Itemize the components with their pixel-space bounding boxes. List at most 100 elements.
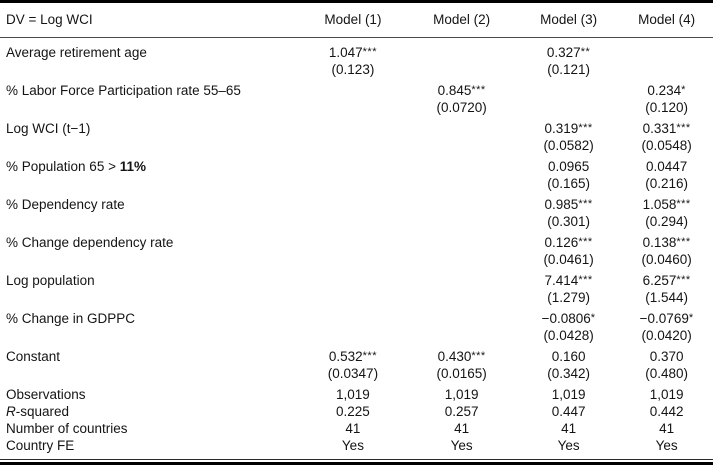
coef-cell: 0.845*** (437, 83, 486, 98)
table-bottom-rule (0, 459, 713, 465)
se-cell: (0.0582) (543, 138, 594, 153)
se-cell: (0.0548) (641, 138, 692, 153)
row-label: Country FE (6, 438, 75, 453)
row-label: R-squared (6, 404, 70, 419)
row-label: % Change in GDPPC (6, 311, 136, 326)
se-cell: (0.301) (547, 214, 590, 229)
stat-row: Observations 1,019 1,019 1,019 1,019 (0, 386, 713, 403)
se-row: (0.0582) (0.0548) (0, 137, 713, 158)
coef-cell: 0.370 (649, 349, 684, 364)
significance-stars: *** (578, 122, 593, 134)
stat-cell: 1,019 (649, 387, 684, 402)
coef-cell: 0.327** (546, 45, 591, 60)
significance-stars: *** (578, 274, 593, 286)
stat-cell: 0.225 (336, 404, 370, 419)
se-cell (620, 61, 713, 82)
coef-row: Log WCI (t−1) 0.319*** 0.331*** (0, 120, 713, 137)
se-cell: (0.0461) (543, 252, 594, 267)
column-header-model-1: Model (1) (299, 1, 407, 38)
significance-stars: *** (578, 236, 593, 248)
coef-cell (406, 310, 517, 327)
se-row: (1.279) (1.544) (0, 289, 713, 310)
se-cell: (0.342) (547, 366, 590, 381)
significance-stars: *** (578, 198, 593, 210)
coef-cell (406, 120, 517, 137)
stat-cell: Yes (655, 438, 678, 453)
significance-stars: * (681, 84, 686, 96)
se-cell: (0.121) (547, 62, 590, 77)
coef-cell: −0.0769* (639, 311, 694, 326)
coef-cell (299, 120, 406, 137)
coef-row: % Dependency rate 0.985*** 1.058*** (0, 196, 713, 213)
se-cell: (0.0720) (436, 100, 487, 115)
column-header-model-2: Model (2) (406, 1, 517, 38)
stat-cell: 1,019 (336, 387, 370, 402)
coef-cell: 7.414*** (544, 273, 593, 288)
se-cell: (0.294) (645, 214, 689, 229)
coef-cell: 0.331*** (642, 121, 691, 136)
row-label: Constant (6, 349, 61, 364)
significance-stars: *** (676, 274, 691, 286)
row-label: % Dependency rate (6, 197, 125, 212)
coef-cell: 0.532*** (328, 349, 377, 364)
coef-cell: 0.234* (647, 83, 686, 98)
row-label: Average retirement age (6, 45, 147, 60)
se-cell (406, 137, 517, 158)
se-cell: (0.0165) (436, 366, 487, 381)
coef-cell (406, 196, 517, 213)
se-cell (406, 213, 517, 234)
se-cell (406, 61, 517, 82)
coef-cell (299, 310, 406, 327)
significance-stars: *** (362, 46, 377, 58)
dependent-variable-label: DV = Log WCI (0, 1, 300, 38)
coef-cell (299, 272, 406, 289)
stat-cell: Yes (557, 438, 580, 453)
coef-cell (299, 234, 406, 251)
coef-cell: 0.0965 (547, 159, 590, 174)
stat-cell: 1,019 (444, 387, 479, 402)
significance-stars: *** (471, 84, 486, 96)
se-cell: (0.0420) (641, 328, 692, 343)
stat-cell: 0.442 (649, 404, 684, 419)
coef-cell: 0.138*** (642, 235, 691, 250)
coef-cell: 0.126*** (544, 235, 593, 250)
se-cell: (0.0460) (641, 252, 692, 267)
se-cell (299, 175, 406, 196)
coef-cell: 6.257*** (642, 273, 691, 288)
row-label: Number of countries (6, 421, 128, 436)
se-cell: (0.216) (645, 176, 689, 191)
se-cell (299, 251, 406, 272)
se-cell (406, 175, 517, 196)
se-cell: (0.0428) (543, 328, 594, 343)
coef-cell (406, 158, 517, 175)
se-row: (0.165) (0.216) (0, 175, 713, 196)
se-cell (299, 289, 406, 310)
coef-row: % Change dependency rate 0.126*** 0.138*** (0, 234, 713, 251)
significance-stars: *** (676, 236, 691, 248)
stat-cell: Yes (450, 438, 473, 453)
coef-row: % Population 65 > 11% 0.0965 0.0447 (0, 158, 713, 175)
coef-row: Constant 0.532*** 0.430*** 0.160 0.370 (0, 348, 713, 365)
se-cell (517, 99, 620, 120)
se-cell: (0.120) (645, 100, 689, 115)
se-cell: (0.123) (331, 62, 375, 77)
coef-cell: 0.319*** (544, 121, 593, 136)
stat-cell: 41 (454, 421, 470, 436)
se-cell (299, 213, 406, 234)
stat-row: Number of countries 41 41 41 41 (0, 420, 713, 437)
stat-cell: 41 (345, 421, 361, 436)
se-row: (0.123) (0.121) (0, 61, 713, 82)
stat-cell: 0.447 (551, 404, 586, 419)
stat-cell: 0.257 (444, 404, 479, 419)
coef-cell (406, 234, 517, 251)
se-cell (406, 289, 517, 310)
se-cell (299, 327, 406, 348)
coef-cell (299, 196, 406, 213)
significance-stars: *** (676, 198, 691, 210)
se-cell: (1.279) (547, 290, 590, 305)
coef-cell (299, 82, 406, 99)
se-row: (0.0461) (0.0460) (0, 251, 713, 272)
significance-stars: ** (580, 46, 591, 58)
row-label: % Labor Force Participation rate 55–65 (6, 83, 241, 98)
